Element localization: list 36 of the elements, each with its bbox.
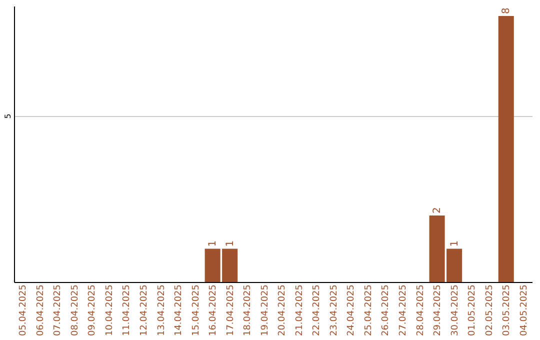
x-tick-label: 01.05.2025 [468,284,478,336]
x-tick-label: 30.04.2025 [450,284,460,336]
x-tick-label: 03.05.2025 [502,284,512,336]
x-tick-label: 24.04.2025 [346,284,357,336]
x-tick-label: 08.04.2025 [70,284,80,336]
data-label: 2 [432,207,444,214]
x-tick-label: 20.04.2025 [278,284,288,336]
x-tick-label: 07.04.2025 [53,284,64,336]
x-tick-label: 23.04.2025 [329,284,340,336]
x-tick-label: 28.04.2025 [416,284,426,336]
y-tick-label: 5 [4,114,12,119]
x-tick-label: 09.04.2025 [88,284,98,336]
x-tick-label: 26.04.2025 [381,284,392,336]
x-tick-label: 22.04.2025 [312,284,322,336]
data-label: 1 [224,240,236,247]
x-tick-label: 25.04.2025 [364,284,374,336]
x-tick-label: 29.04.2025 [433,284,444,336]
x-tick-label: 02.05.2025 [484,284,495,336]
x-tick-label: 16.04.2025 [208,284,219,336]
x-tick-label: 19.04.2025 [260,284,270,336]
x-tick-label: 27.04.2025 [398,284,408,336]
x-tick-label: 17.04.2025 [226,284,236,336]
x-tick-label: 12.04.2025 [140,284,150,336]
x-tick-label: 10.04.2025 [104,284,115,336]
data-label: 1 [208,240,219,247]
x-tick-label: 11.04.2025 [122,284,132,336]
data-label: 8 [501,8,512,14]
x-tick-label: 14.04.2025 [174,284,184,336]
x-tick-label: 06.04.2025 [36,284,46,336]
x-tick-label: 05.04.2025 [18,284,29,336]
x-tick-label: 18.04.2025 [243,284,254,336]
x-tick-label: 04.05.2025 [519,284,530,336]
data-label: 1 [449,240,460,247]
x-tick-label: 15.04.2025 [191,284,202,336]
x-tick-label: 21.04.2025 [294,284,305,336]
x-tick-label: 13.04.2025 [156,284,167,336]
